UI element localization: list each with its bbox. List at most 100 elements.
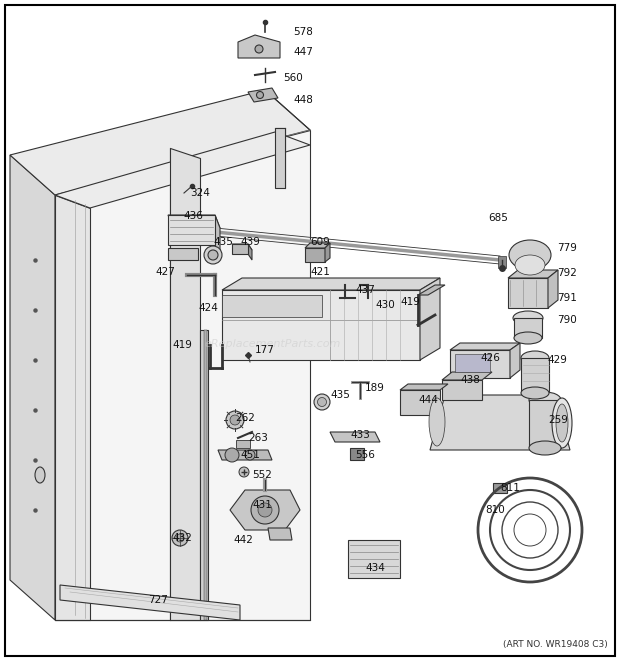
Text: 790: 790: [557, 315, 577, 325]
Ellipse shape: [317, 397, 327, 407]
Text: (ART NO. WR19408 C3): (ART NO. WR19408 C3): [503, 640, 608, 649]
Ellipse shape: [556, 404, 568, 442]
Text: 324: 324: [190, 188, 210, 198]
Polygon shape: [55, 195, 90, 620]
Polygon shape: [268, 528, 292, 540]
Bar: [222, 295, 322, 317]
Bar: [236, 440, 250, 448]
Text: 791: 791: [557, 293, 577, 303]
Ellipse shape: [208, 250, 218, 260]
Text: 189: 189: [365, 383, 385, 393]
Circle shape: [226, 411, 244, 429]
Polygon shape: [348, 540, 400, 578]
Text: 779: 779: [557, 243, 577, 253]
Text: 438: 438: [460, 375, 480, 385]
Text: 810: 810: [485, 505, 505, 515]
Ellipse shape: [255, 45, 263, 53]
Polygon shape: [548, 270, 558, 308]
Ellipse shape: [314, 394, 330, 410]
Polygon shape: [400, 384, 448, 390]
Ellipse shape: [35, 467, 45, 483]
Polygon shape: [430, 395, 570, 450]
Polygon shape: [55, 130, 310, 620]
Text: 437: 437: [355, 285, 375, 295]
Polygon shape: [330, 432, 380, 442]
Polygon shape: [420, 278, 440, 360]
Text: 419: 419: [172, 340, 192, 350]
Polygon shape: [218, 450, 272, 460]
Polygon shape: [450, 350, 510, 378]
Text: 426: 426: [480, 353, 500, 363]
Text: 419: 419: [400, 297, 420, 307]
Text: 685: 685: [488, 213, 508, 223]
Polygon shape: [60, 585, 240, 620]
Text: 424: 424: [198, 303, 218, 313]
Polygon shape: [55, 132, 310, 208]
Polygon shape: [508, 270, 558, 278]
Ellipse shape: [172, 530, 188, 546]
Polygon shape: [450, 343, 520, 350]
Text: 421: 421: [310, 267, 330, 277]
Ellipse shape: [509, 240, 551, 270]
Text: 439: 439: [240, 237, 260, 247]
Bar: [204, 330, 207, 620]
Ellipse shape: [515, 255, 545, 275]
Text: 259: 259: [548, 415, 568, 425]
Bar: [521, 358, 549, 393]
Text: 430: 430: [375, 300, 395, 310]
Text: 727: 727: [148, 595, 168, 605]
Ellipse shape: [521, 387, 549, 399]
Bar: [193, 226, 199, 238]
Bar: [275, 128, 285, 188]
Polygon shape: [10, 90, 310, 195]
Ellipse shape: [204, 246, 222, 264]
Ellipse shape: [429, 398, 445, 446]
Text: 433: 433: [350, 430, 370, 440]
Text: eReplacementParts.com: eReplacementParts.com: [205, 338, 341, 349]
Ellipse shape: [257, 91, 264, 98]
Circle shape: [258, 503, 272, 517]
Ellipse shape: [529, 441, 561, 455]
Polygon shape: [510, 343, 520, 378]
Polygon shape: [168, 215, 215, 245]
Polygon shape: [305, 248, 325, 262]
Polygon shape: [508, 278, 548, 308]
Bar: [455, 354, 490, 372]
Polygon shape: [442, 380, 482, 400]
Polygon shape: [418, 285, 445, 295]
Ellipse shape: [552, 398, 572, 448]
Bar: [514, 318, 542, 338]
Ellipse shape: [521, 351, 549, 365]
Text: 435: 435: [213, 237, 233, 247]
Polygon shape: [168, 215, 220, 228]
Bar: [493, 483, 507, 493]
Polygon shape: [222, 290, 420, 360]
Polygon shape: [248, 244, 252, 260]
Bar: [350, 448, 364, 460]
Bar: [498, 256, 506, 268]
Polygon shape: [232, 244, 252, 250]
Bar: [200, 330, 208, 620]
Text: 434: 434: [365, 563, 385, 573]
Text: 262: 262: [235, 413, 255, 423]
Polygon shape: [10, 155, 55, 620]
Text: 447: 447: [293, 47, 313, 57]
Ellipse shape: [529, 392, 561, 408]
Bar: [168, 248, 198, 260]
Text: 444: 444: [418, 395, 438, 405]
Text: 560: 560: [283, 73, 303, 83]
Text: 556: 556: [355, 450, 375, 460]
Text: 436: 436: [183, 211, 203, 221]
Text: 609: 609: [310, 237, 330, 247]
Polygon shape: [238, 35, 280, 58]
Text: 448: 448: [293, 95, 313, 105]
Text: 578: 578: [293, 27, 313, 37]
Text: 432: 432: [172, 533, 192, 543]
Ellipse shape: [513, 311, 543, 325]
Text: 792: 792: [557, 268, 577, 278]
Polygon shape: [232, 244, 248, 254]
Circle shape: [230, 415, 240, 425]
Polygon shape: [442, 372, 492, 380]
Polygon shape: [170, 148, 200, 620]
Text: 429: 429: [547, 355, 567, 365]
